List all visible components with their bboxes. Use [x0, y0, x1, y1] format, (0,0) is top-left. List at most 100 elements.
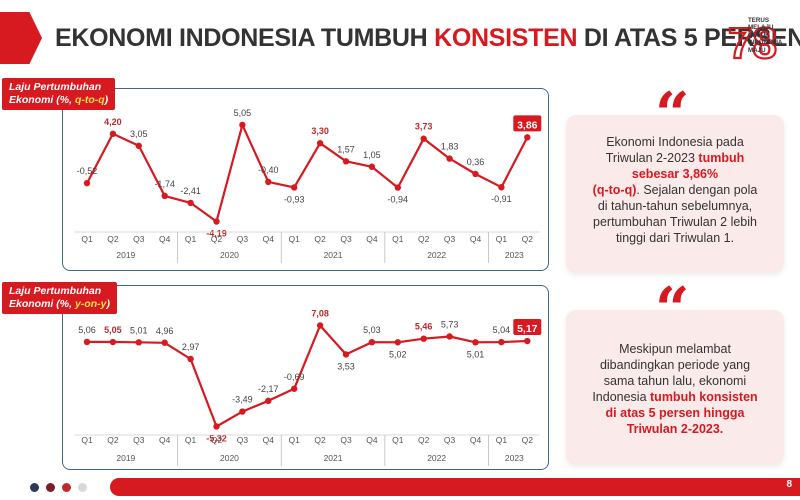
x-tick-label: Q4: [159, 435, 171, 445]
x-tick-label: Q1: [392, 234, 404, 244]
data-point: [161, 339, 168, 346]
data-point: [83, 179, 91, 187]
data-point: [446, 333, 453, 340]
data-point: [265, 397, 272, 405]
x-tick-label: Q4: [366, 435, 378, 445]
footer-bar: [110, 478, 800, 496]
x-tick-label: Q4: [470, 234, 482, 244]
x-tick-label: Q2: [522, 435, 534, 445]
data-label: 1,57: [337, 144, 355, 154]
data-point: [472, 339, 479, 346]
x-tick-label: Q3: [340, 435, 352, 445]
year-label: 2022: [427, 453, 446, 463]
footer-dot: [78, 483, 87, 492]
data-point: [135, 339, 142, 346]
x-tick-label: Q3: [237, 234, 249, 244]
data-label: 4,20: [104, 117, 122, 127]
chart-panel-yoy: [62, 285, 549, 470]
data-label: -4,19: [206, 229, 227, 239]
data-label: 0,36: [467, 157, 485, 167]
data-label: 3,53: [337, 361, 355, 371]
data-point: [239, 121, 246, 129]
x-tick-label: Q1: [392, 435, 404, 445]
data-label: 5,03: [363, 325, 381, 335]
x-tick-label: Q2: [211, 435, 223, 445]
year-label: 2020: [220, 453, 239, 463]
x-tick-label: Q3: [133, 435, 145, 445]
data-point: [420, 335, 427, 342]
page-title: EKONOMI INDONESIA TUMBUH KONSISTEN DI AT…: [55, 24, 800, 52]
data-point: [83, 338, 91, 346]
data-point: [187, 355, 194, 363]
year-label: 2021: [324, 453, 343, 463]
highlight-label-box: [513, 115, 542, 132]
x-tick-label: Q3: [340, 234, 352, 244]
x-tick-label: Q4: [263, 234, 275, 244]
data-point: [472, 170, 479, 178]
page-number: 8: [786, 479, 792, 490]
year-label: 2023: [505, 250, 524, 260]
series-line: [86, 324, 528, 428]
data-label: 5,06: [78, 325, 96, 335]
x-tick-label: Q1: [185, 234, 197, 244]
footer-dot: [30, 483, 39, 492]
highlight-label-box: [513, 319, 542, 336]
data-label: -0,93: [284, 194, 305, 204]
x-tick-label: Q1: [81, 435, 93, 445]
data-label: -0,91: [491, 194, 512, 204]
data-point: [524, 134, 531, 141]
x-tick-label: Q2: [314, 435, 326, 445]
footer-dot: [46, 483, 55, 492]
data-label: 4,96: [156, 326, 174, 336]
data-point: [394, 339, 401, 346]
data-label: -2,41: [180, 186, 201, 196]
data-point: [109, 338, 117, 346]
data-point: [368, 338, 376, 346]
data-label: 5,46: [415, 322, 433, 332]
data-point: [498, 338, 505, 346]
data-point: [316, 140, 324, 147]
data-point: [446, 155, 453, 162]
data-point: [265, 178, 272, 186]
x-tick-label: Q4: [366, 234, 378, 244]
data-point: [291, 385, 298, 392]
quote-text-1: Ekonomi Indonesia pada Triwulan 2-2023 t…: [592, 135, 758, 245]
data-label: 2,97: [182, 342, 200, 352]
year-label: 2020: [220, 250, 239, 260]
x-tick-label: Q1: [289, 234, 301, 244]
x-tick-label: Q2: [522, 234, 534, 244]
data-label: 5,17: [517, 323, 538, 335]
data-label: 1,83: [441, 142, 459, 152]
x-tick-label: Q2: [107, 234, 119, 244]
quote-box-2: [566, 310, 784, 465]
data-label: -3,49: [232, 395, 253, 405]
data-point: [498, 184, 505, 191]
data-label: 3,86: [517, 119, 538, 131]
data-point: [342, 351, 350, 358]
data-point: [394, 184, 401, 191]
data-label: 5,05: [104, 325, 122, 335]
data-point: [135, 142, 142, 150]
x-tick-label: Q2: [418, 234, 430, 244]
x-tick-label: Q1: [81, 234, 93, 244]
data-label: -1,74: [154, 179, 175, 189]
data-point: [342, 158, 350, 165]
data-point: [239, 408, 246, 415]
x-tick-label: Q1: [289, 435, 301, 445]
data-point: [291, 184, 298, 191]
x-tick-label: Q2: [314, 234, 326, 244]
data-label: 5,05: [234, 108, 252, 118]
data-label: -0,94: [388, 195, 409, 205]
data-point: [109, 130, 117, 138]
data-label: 3,30: [311, 126, 329, 136]
data-label: 5,02: [389, 349, 407, 359]
quote-box-1: [566, 115, 784, 273]
data-label: -0,52: [77, 166, 98, 176]
data-point: [161, 192, 168, 200]
svg-text:78: 78: [728, 19, 777, 64]
data-point: [316, 322, 324, 329]
title-highlight: KONSISTEN: [434, 24, 578, 52]
year-label: 2021: [324, 250, 343, 260]
data-label: 3,05: [130, 129, 148, 139]
